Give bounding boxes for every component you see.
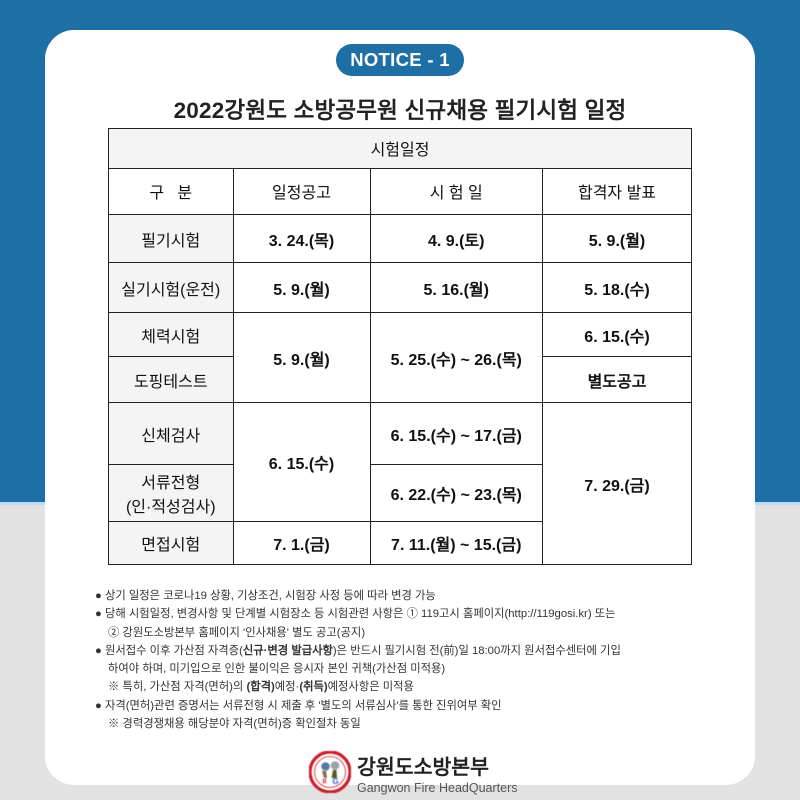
svg-text:II: II: [323, 779, 327, 786]
svg-text:G: G: [332, 777, 338, 786]
